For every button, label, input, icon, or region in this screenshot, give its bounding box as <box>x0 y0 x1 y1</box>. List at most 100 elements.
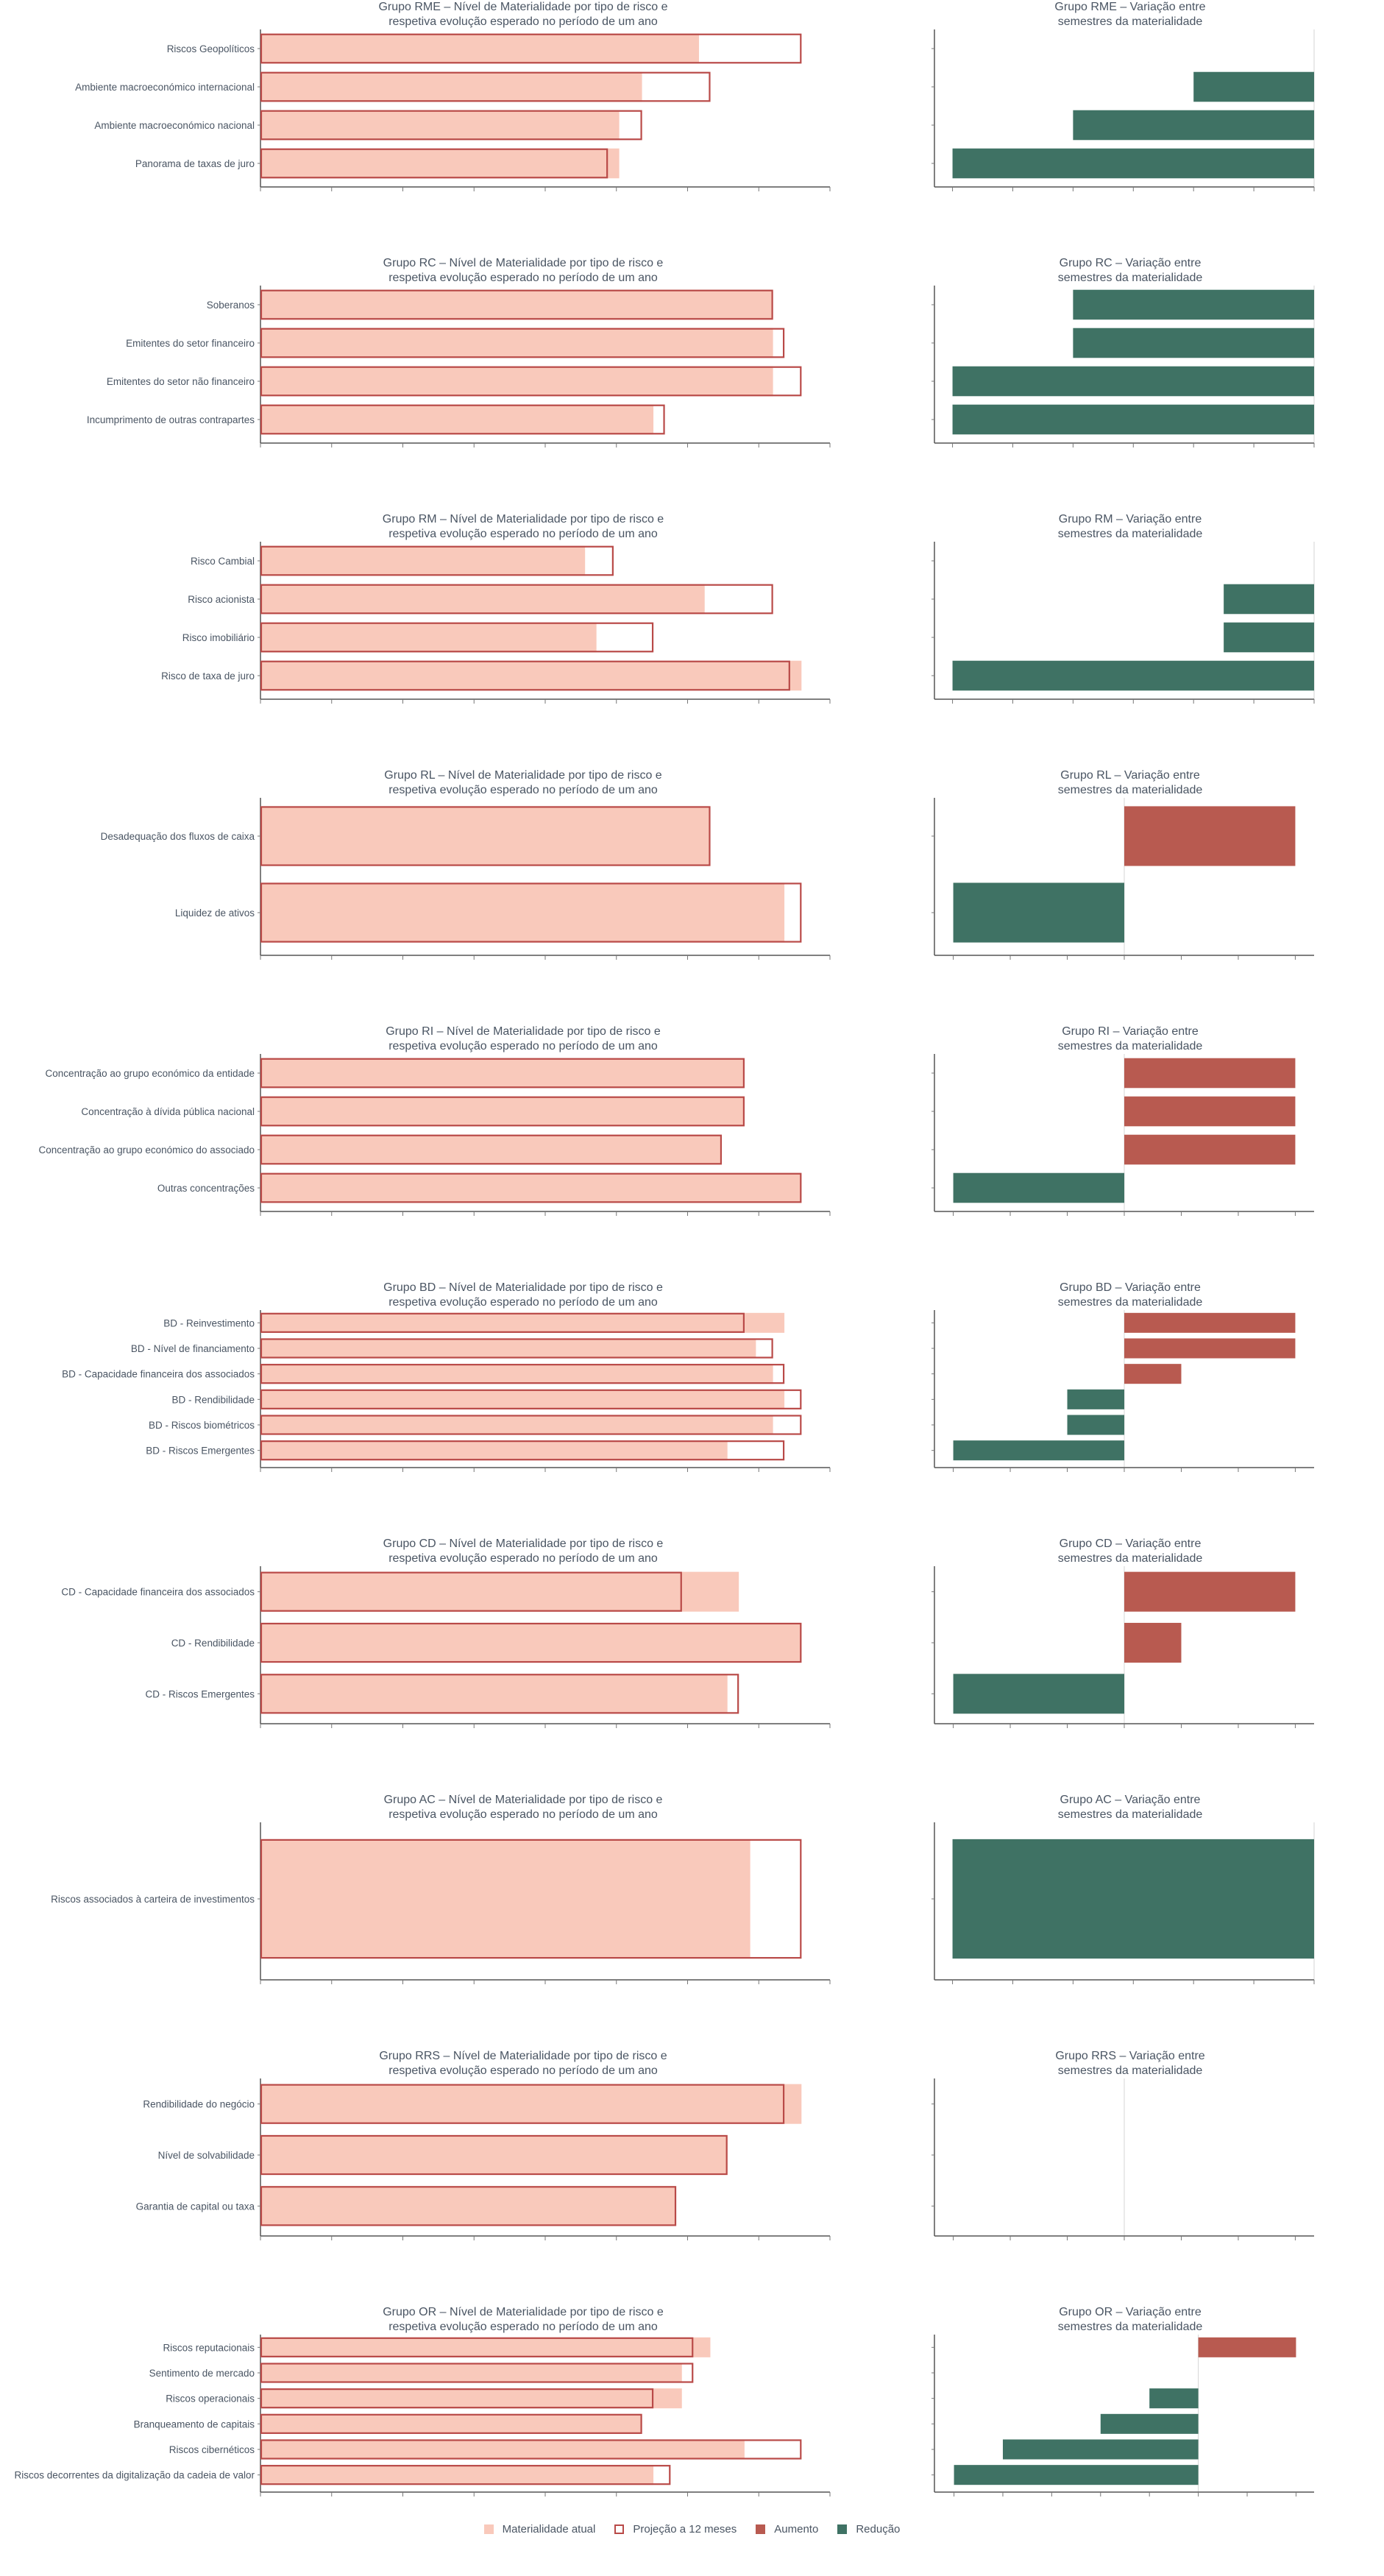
category-label: Concentração ao grupo económico da entid… <box>46 1068 255 1079</box>
bar-increase <box>1124 1622 1182 1663</box>
bar-projection <box>260 366 802 397</box>
bar-increase <box>1124 1312 1296 1333</box>
bar-current <box>260 1571 739 1612</box>
variation-chart-title: Grupo RME – Variação entre <box>1054 1 1205 13</box>
chart-title: Grupo RL – Nível de Materialidade por ti… <box>384 769 661 782</box>
bar-projection <box>260 1312 745 1333</box>
bar-projection <box>260 2439 802 2460</box>
bar-projection <box>260 2186 677 2226</box>
chart-title: Grupo RI – Nível de Materialidade por ti… <box>386 1025 661 1038</box>
bar-projection <box>260 404 665 435</box>
category-label: Riscos reputacionais <box>163 2342 255 2353</box>
bar-decrease <box>1073 328 1314 358</box>
category-label: Riscos Geopolíticos <box>167 43 255 54</box>
legend-item-increase: Aumento <box>756 2523 818 2536</box>
legend-swatch-decrease <box>837 2524 848 2534</box>
bar-current <box>260 1440 728 1461</box>
bar-decrease <box>952 366 1314 397</box>
bar-current <box>260 1312 785 1333</box>
chart-title: respetiva evolução esperado no período d… <box>388 1808 658 1821</box>
bar-projection <box>260 1571 682 1612</box>
chart-title: Grupo AC – Nível de Materialidade por ti… <box>384 1794 663 1806</box>
category-label: Riscos cibernéticos <box>169 2444 255 2455</box>
chart-title: respetiva evolução esperado no período d… <box>388 784 658 796</box>
bar-current <box>260 1338 756 1359</box>
variation-chart-title: Grupo AC – Variação entre <box>1060 1794 1201 1806</box>
bar-current <box>260 328 773 358</box>
bar-current <box>260 622 597 653</box>
category-label: Risco Cambial <box>191 556 255 567</box>
category-label: BD - Reinvestimento <box>163 1317 255 1328</box>
bar-decrease <box>1002 2439 1199 2460</box>
bar-current <box>260 2186 677 2226</box>
bar-increase <box>1124 806 1296 866</box>
chart-title: respetiva evolução esperado no período d… <box>388 1296 658 1309</box>
legend-label-projection: Projeção a 12 meses <box>633 2523 737 2536</box>
bar-projection <box>260 33 802 64</box>
variation-chart-title: Grupo RC – Variação entre <box>1060 257 1202 269</box>
bar-projection <box>260 2134 728 2176</box>
bar-decrease <box>953 882 1124 943</box>
variation-chart-title: Grupo BD – Variação entre <box>1060 1281 1201 1294</box>
bar-decrease <box>953 1440 1124 1461</box>
bar-projection <box>260 2363 694 2383</box>
bar-projection <box>260 1415 802 1435</box>
bar-current <box>260 2439 745 2460</box>
category-label: Risco imobiliário <box>182 632 255 643</box>
bar-projection <box>260 148 608 179</box>
legend-item-projection: Projeção a 12 meses <box>614 2523 737 2536</box>
category-label: Emitentes do setor não financeiro <box>107 376 255 387</box>
bar-projection <box>260 1839 802 1959</box>
chart-title: Grupo RC – Nível de Materialidade por ti… <box>383 257 664 269</box>
category-label: BD - Rendibilidade <box>171 1394 255 1405</box>
legend-label-decrease: Redução <box>856 2523 901 2536</box>
bar-decrease <box>953 1674 1124 1714</box>
bar-current <box>260 289 773 320</box>
bar-current <box>260 1622 802 1663</box>
bar-decrease <box>1100 2413 1199 2434</box>
variation-chart-title: Grupo RRS – Variação entre <box>1055 2050 1204 2062</box>
category-label: Concentração à dívida pública nacional <box>81 1106 255 1117</box>
bar-projection <box>260 806 711 866</box>
category-label: Riscos decorrentes da digitalização da c… <box>15 2470 255 2481</box>
bar-projection <box>260 545 614 576</box>
bar-increase <box>1124 1364 1182 1384</box>
bar-current <box>260 366 773 397</box>
bar-projection <box>260 328 785 358</box>
bar-projection <box>260 660 790 691</box>
variation-chart-title: semestres da materialidade <box>1058 1808 1203 1821</box>
bar-decrease <box>953 1172 1124 1203</box>
category-label: Rendibilidade do negócio <box>143 2099 255 2110</box>
bar-current <box>260 806 711 866</box>
bar-projection <box>260 1134 723 1165</box>
variation-chart-title: semestres da materialidade <box>1058 1040 1203 1052</box>
chart-title: respetiva evolução esperado no período d… <box>388 272 658 284</box>
bar-projection <box>260 2413 642 2434</box>
bar-current <box>260 545 586 576</box>
bar-projection <box>260 882 802 943</box>
chart-title: respetiva evolução esperado no período d… <box>388 2064 658 2077</box>
variation-chart-title: Grupo RI – Variação entre <box>1062 1025 1199 1038</box>
bar-decrease <box>952 404 1314 435</box>
bar-increase <box>1124 1134 1296 1165</box>
category-label: Garantia de capital ou taxa <box>136 2201 255 2212</box>
bar-decrease <box>1073 289 1314 320</box>
bar-projection <box>260 2465 671 2485</box>
bar-projection <box>260 289 773 320</box>
bar-projection <box>260 1172 802 1203</box>
category-label: Nível de solvabilidade <box>158 2150 255 2161</box>
category-label: BD - Nível de financiamento <box>131 1343 255 1354</box>
bar-decrease <box>1067 1389 1124 1409</box>
legend-label-current: Materialidade atual <box>502 2523 596 2536</box>
bar-current <box>260 882 785 943</box>
chart-title: respetiva evolução esperado no período d… <box>388 528 658 540</box>
category-label: Riscos associados à carteira de investim… <box>51 1894 255 1905</box>
category-label: Outras concentrações <box>157 1183 255 1194</box>
bar-decrease <box>952 148 1314 179</box>
bar-current <box>260 1389 785 1409</box>
category-label: CD - Rendibilidade <box>171 1638 255 1649</box>
variation-chart-title: semestres da materialidade <box>1058 2321 1203 2333</box>
variation-chart-title: Grupo RM – Variação entre <box>1059 513 1202 526</box>
chart-title: Grupo RRS – Nível de Materialidade por t… <box>379 2050 667 2062</box>
chart-title: respetiva evolução esperado no período d… <box>388 1552 658 1565</box>
